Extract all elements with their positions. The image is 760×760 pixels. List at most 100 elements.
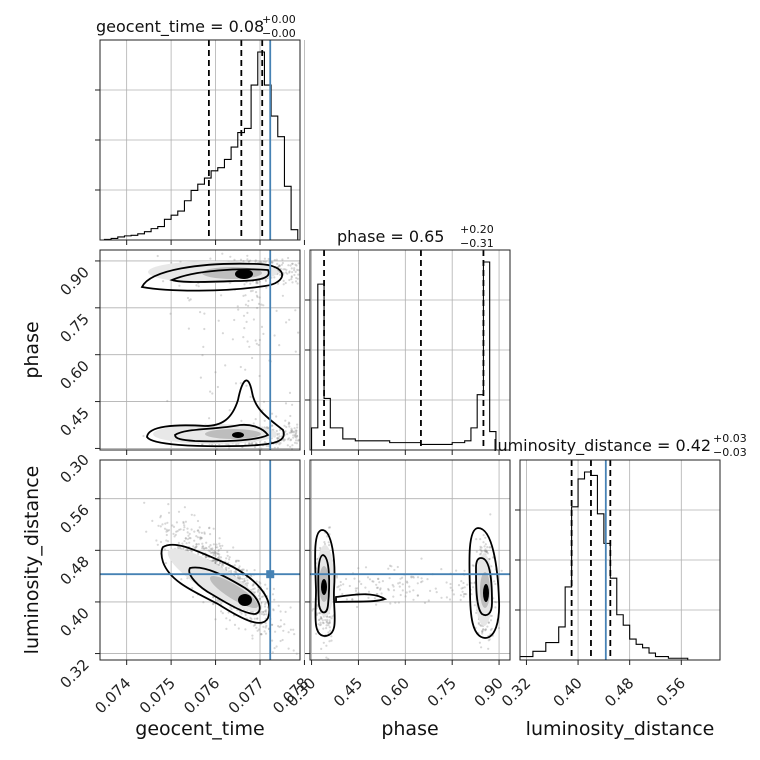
scatter-point xyxy=(316,605,319,608)
scatter-point xyxy=(263,419,266,422)
scatter-point xyxy=(351,598,354,601)
scatter-point xyxy=(184,520,187,523)
x-tick-label: 0.48 xyxy=(601,674,637,710)
scatter-point xyxy=(281,294,284,297)
scatter-point xyxy=(242,568,245,571)
scatter-point xyxy=(192,545,195,548)
scatter-point xyxy=(258,447,261,450)
scatter-point xyxy=(287,421,290,424)
title-luminosity-distance-minus: −0.03 xyxy=(713,446,747,459)
scatter-point xyxy=(412,598,415,601)
contour-line xyxy=(140,262,283,292)
scatter-point xyxy=(271,623,274,626)
scatter-point xyxy=(238,577,241,580)
scatter-point xyxy=(246,340,249,343)
scatter-point xyxy=(193,514,196,517)
scatter-point xyxy=(255,626,258,629)
scatter-point xyxy=(271,424,274,427)
scatter-point xyxy=(221,544,224,547)
scatter-point xyxy=(296,268,299,271)
scatter-point xyxy=(278,344,281,347)
scatter-point xyxy=(484,628,487,631)
scatter-point xyxy=(482,628,485,631)
scatter-point xyxy=(196,536,199,539)
scatter-point xyxy=(339,580,342,584)
scatter-point xyxy=(278,264,281,267)
scatter-point xyxy=(401,576,404,579)
scatter-point xyxy=(463,586,466,589)
scatter-point xyxy=(188,541,191,544)
scatter-point xyxy=(286,272,289,275)
scatter-point xyxy=(487,621,490,624)
scatter-point xyxy=(293,273,296,277)
scatter-point xyxy=(263,613,266,616)
scatter-point xyxy=(278,264,281,267)
scatter-point xyxy=(219,561,222,565)
scatter-point xyxy=(217,557,220,560)
scatter-point xyxy=(165,539,168,542)
scatter-point xyxy=(371,580,374,583)
scatter-point xyxy=(209,257,212,260)
scatter-point xyxy=(227,567,230,570)
scatter-point xyxy=(296,426,299,429)
contour-line xyxy=(188,566,261,615)
scatter-point xyxy=(295,652,298,655)
scatter-point xyxy=(208,527,211,530)
scatter-point xyxy=(214,561,217,565)
scatter-point xyxy=(294,432,298,435)
scatter-point xyxy=(264,583,267,586)
scatter-point xyxy=(485,550,488,553)
scatter-point xyxy=(251,588,255,591)
scatter-point xyxy=(392,595,395,598)
scatter-point xyxy=(246,582,249,585)
scatter-point xyxy=(329,615,332,618)
scatter-point xyxy=(258,592,261,595)
contour-line xyxy=(169,268,270,283)
scatter-point xyxy=(488,638,491,641)
scatter-point xyxy=(282,272,285,275)
scatter-point xyxy=(328,626,331,629)
scatter-point xyxy=(322,622,325,625)
scatter-point xyxy=(263,441,266,444)
scatter-point xyxy=(399,577,402,580)
histogram-step xyxy=(519,471,689,660)
scatter-point xyxy=(246,258,249,261)
scatter-point xyxy=(234,382,238,385)
scatter-point xyxy=(262,625,265,628)
scatter-point xyxy=(256,629,259,632)
scatter-point xyxy=(254,418,257,421)
scatter-point xyxy=(225,617,228,620)
scatter-point xyxy=(265,624,268,628)
scatter-point xyxy=(238,575,241,579)
scatter-point xyxy=(264,609,268,612)
scatter-point xyxy=(293,269,296,272)
scatter-point xyxy=(197,543,200,546)
scatter-point xyxy=(211,603,215,606)
scatter-point xyxy=(216,385,219,389)
scatter-point xyxy=(254,442,257,445)
scatter-point xyxy=(164,522,167,525)
scatter-point xyxy=(281,258,284,261)
scatter-point xyxy=(197,529,200,532)
scatter-point xyxy=(277,282,280,285)
contour-line xyxy=(146,379,285,448)
density-region xyxy=(483,584,489,602)
scatter-point xyxy=(163,548,166,551)
scatter-point xyxy=(204,555,207,558)
scatter-point xyxy=(278,428,282,431)
scatter-point xyxy=(326,618,329,621)
scatter-point xyxy=(242,260,245,263)
scatter-point xyxy=(351,598,354,601)
scatter-point xyxy=(237,567,240,570)
scatter-point xyxy=(445,581,448,584)
scatter-point xyxy=(291,430,294,433)
scatter-point xyxy=(264,278,267,281)
scatter-point xyxy=(198,526,201,529)
scatter-point xyxy=(166,399,169,403)
scatter-point xyxy=(233,623,237,627)
scatter-point xyxy=(292,434,295,437)
scatter-point xyxy=(292,628,295,631)
scatter-point xyxy=(494,606,497,609)
scatter-point xyxy=(184,537,187,540)
scatter-point xyxy=(248,442,251,445)
